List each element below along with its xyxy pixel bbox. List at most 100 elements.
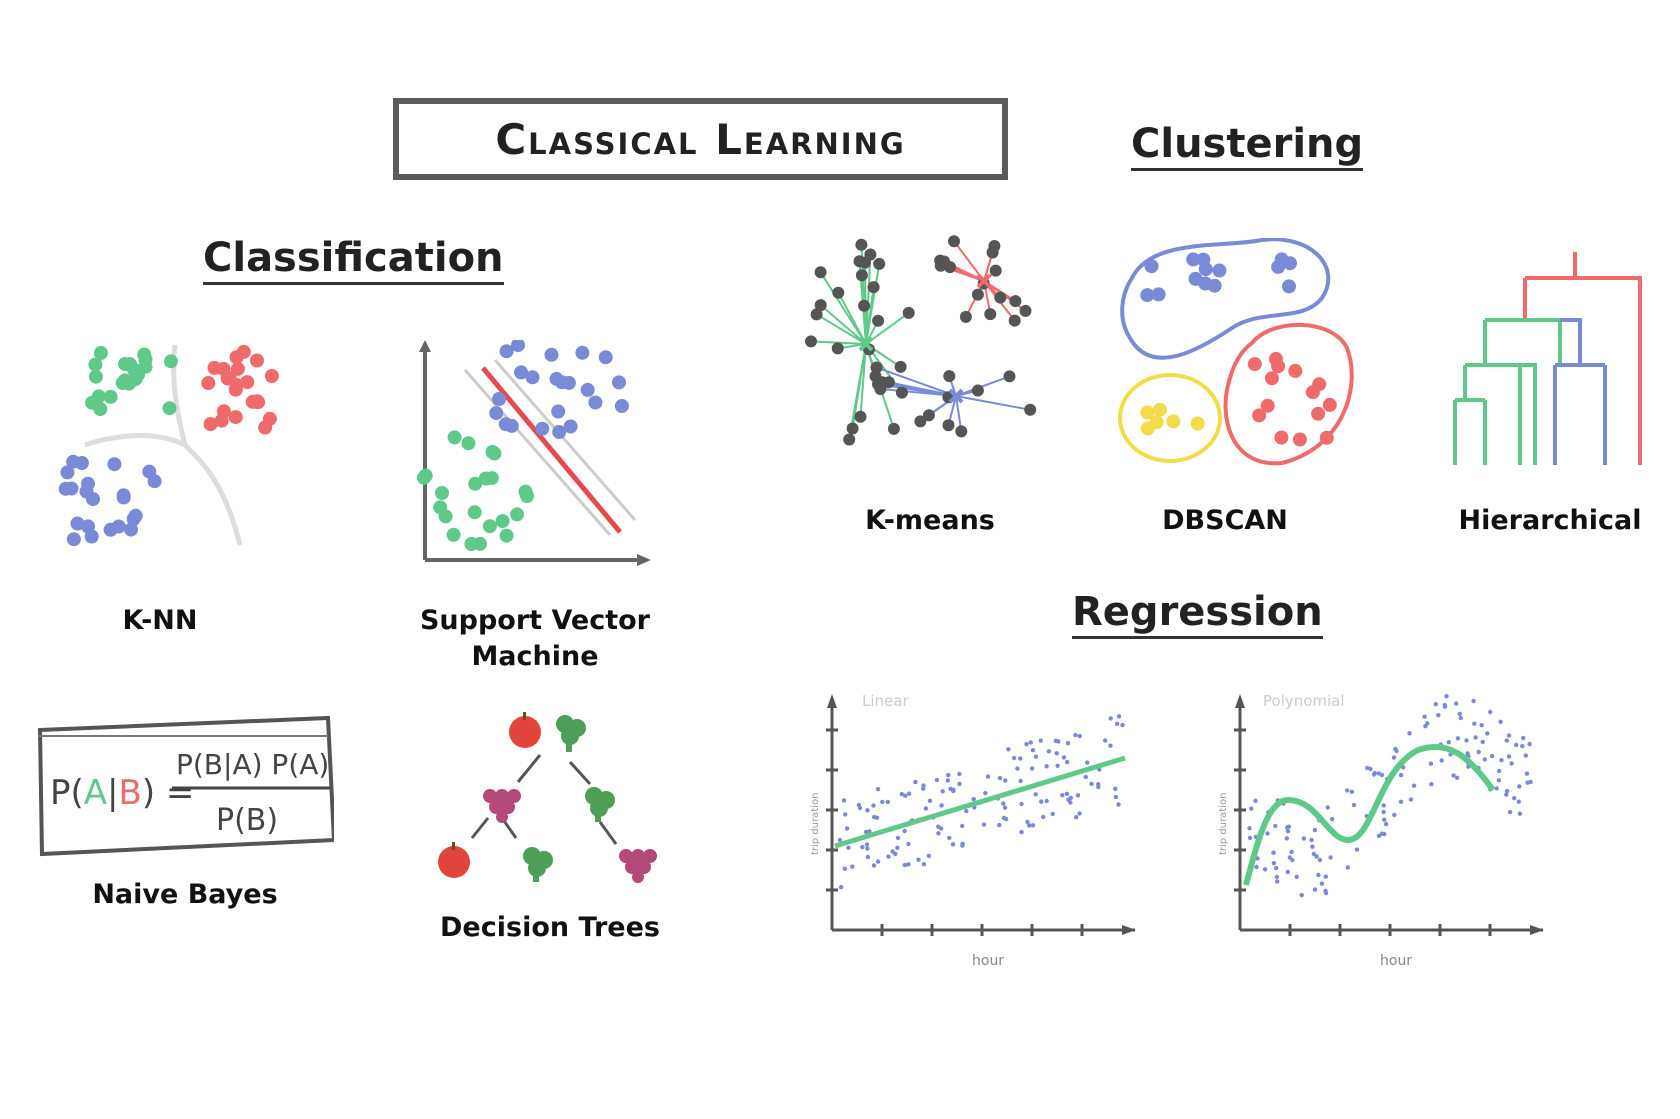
scatter-point [1083, 774, 1088, 780]
scatter-point [960, 823, 965, 829]
kmeans-links [810, 240, 1031, 440]
scatter-point [220, 371, 235, 386]
scatter-point [960, 843, 965, 848]
clustering-heading: Clustering [1131, 122, 1364, 171]
kmeans-link [859, 343, 867, 417]
scatter-point [856, 802, 862, 808]
scatter-point [886, 854, 891, 859]
scatter-point [943, 370, 956, 383]
scatter-point [1096, 784, 1101, 790]
scatter-point [1284, 836, 1289, 841]
scatter-point [1516, 799, 1521, 804]
scatter-point [934, 777, 940, 783]
grapes-icon [619, 849, 657, 883]
scatter-point [1323, 874, 1328, 879]
bayes-lhs-close: ) = [142, 773, 195, 813]
scatter-point [563, 419, 578, 434]
scatter-point [535, 421, 550, 436]
scatter-point [250, 353, 264, 368]
poly-fit-curve [1243, 743, 1496, 886]
scatter-point [926, 853, 931, 859]
scatter-point [492, 392, 507, 406]
scatter-point [902, 828, 907, 834]
scatter-point [1273, 823, 1278, 829]
scatter-point [1015, 766, 1020, 771]
scatter-point [1425, 721, 1430, 726]
dbscan-label: DBSCAN [1162, 505, 1288, 536]
scatter-point [1354, 847, 1360, 852]
scatter-point [939, 803, 944, 808]
scatter-point [1050, 811, 1055, 817]
scatter-point [1351, 802, 1357, 808]
scatter-point [1382, 831, 1387, 837]
scatter-point [1055, 763, 1060, 768]
scatter-point [201, 376, 216, 390]
scatter-point [1428, 761, 1434, 766]
scatter-point [1008, 314, 1021, 327]
dbscan-yellow-region [1118, 373, 1222, 463]
scatter-point [859, 256, 871, 269]
scatter-point [1376, 771, 1381, 776]
knn-blue-cluster [58, 454, 162, 547]
scatter-point [1316, 872, 1321, 878]
scatter-point [549, 371, 564, 386]
scatter-point [1028, 740, 1033, 745]
apple-icon [509, 712, 541, 748]
scatter-point [1451, 773, 1456, 778]
kmeans-link [837, 292, 867, 345]
scatter-point [1153, 402, 1167, 417]
scatter-point [552, 425, 567, 439]
scatter-point [971, 796, 976, 802]
scatter-point [1075, 793, 1081, 798]
scatter-point [867, 829, 872, 834]
scatter-point [1074, 815, 1079, 820]
scatter-point [1312, 377, 1327, 392]
svm-label-line2: Machine [471, 641, 599, 673]
scatter-point [162, 401, 177, 416]
scatter-point [514, 365, 529, 380]
scatter-point [1496, 778, 1501, 783]
scatter-point [921, 786, 926, 791]
scatter-point [1144, 259, 1159, 274]
scatter-point [1480, 739, 1485, 745]
svm-hyperplane [481, 366, 622, 534]
scatter-point [1436, 713, 1441, 718]
scatter-point [580, 382, 595, 397]
scatter-point [1268, 351, 1283, 366]
scatter-point [1325, 805, 1330, 810]
scatter-point [1285, 869, 1290, 875]
scatter-point [1103, 738, 1108, 743]
scatter-point [1029, 766, 1035, 771]
scatter-point [1006, 747, 1011, 752]
scatter-point [895, 845, 900, 850]
scatter-point [416, 470, 431, 485]
scatter-point [1033, 754, 1039, 759]
scatter-point [138, 359, 153, 374]
scatter-point [1120, 722, 1125, 728]
scatter-point [860, 844, 865, 850]
scatter-point [927, 798, 933, 803]
knn-red-cluster [201, 344, 279, 435]
scatter-point [1444, 694, 1449, 699]
scatter-point [989, 264, 1002, 277]
scatter-point [1479, 723, 1484, 728]
dbscan-blue-region [1120, 238, 1331, 360]
scatter-point [1433, 702, 1438, 707]
scatter-point [1349, 789, 1355, 794]
linear-ylabel: trip duration [810, 793, 821, 855]
scatter-point [1089, 781, 1094, 787]
broccoli-icon [523, 847, 553, 882]
scatter-point [446, 527, 461, 542]
scatter-point [1009, 295, 1022, 308]
scatter-point [1077, 733, 1082, 739]
scatter-point [1382, 817, 1387, 822]
scatter-point [895, 386, 908, 399]
scatter-point [950, 842, 956, 847]
scatter-point [612, 375, 626, 390]
scatter-point [1207, 278, 1222, 293]
scatter-point [116, 490, 131, 505]
naive-bayes-label: Naive Bayes [92, 879, 278, 910]
scatter-point [903, 793, 908, 798]
bayes-lhs-a: A [84, 773, 107, 813]
scatter-point [91, 389, 106, 404]
